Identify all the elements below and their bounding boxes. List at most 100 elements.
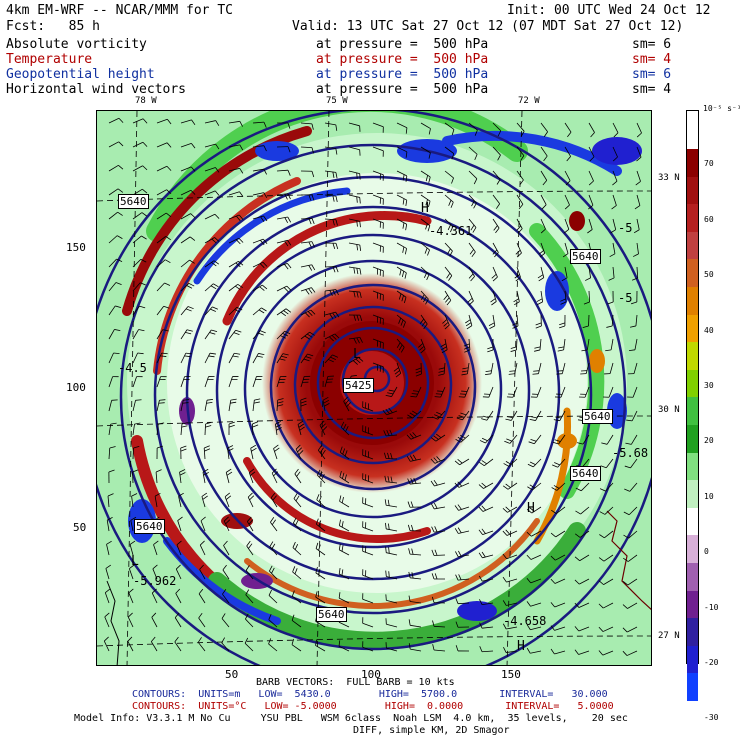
wind-barb-flag [531,416,538,419]
wind-barb-flag [287,193,291,200]
wind-barb-flag [458,574,462,580]
x-tick-100: 100 [361,668,381,681]
wind-barb-flag [479,440,486,444]
wind-barb-flag [478,552,483,559]
wind-barb-flag [202,468,209,473]
wind-barb [204,260,215,268]
wind-barb [386,623,398,628]
wind-barb-flag [457,458,463,464]
wind-barb [276,193,288,196]
wind-barb [420,290,429,300]
wind-barb-flag [210,285,217,290]
barb-info: BARB VECTORS: FULL BARB = 10 kts [256,677,455,688]
wind-barb-flag [285,308,292,313]
wind-barb-flag [280,335,286,339]
colorbar-swatch [687,424,698,453]
wind-barb-flag [520,131,525,137]
wind-barb-flag [514,301,520,306]
wind-barb [420,146,431,154]
wind-barb-flag [396,342,401,349]
wind-barb-flag [175,564,181,570]
wind-barb [204,167,216,172]
wind-barb [132,165,143,172]
wind-barb-flag [247,516,252,522]
wind-barb [462,410,470,421]
wind-barb-flag [271,468,277,474]
wind-barb-flag [385,570,387,577]
wind-barb-flag [258,309,265,314]
wind-barb-flag [105,564,112,569]
wind-barb [605,458,614,468]
wind-barb [324,289,336,292]
wind-barb-flag [316,494,320,500]
wind-barb-flag [611,205,617,210]
wind-barb-flag [479,646,483,652]
colorbar-swatch [687,590,698,619]
wind-barb [180,259,190,268]
wind-barb [554,626,566,631]
wind-barb-flag [260,216,265,222]
wind-barb [276,308,287,316]
wind-barb-flag [189,236,196,241]
wind-barb-flag [599,511,606,515]
wind-barb-flag [284,193,288,200]
wind-barb-flag [279,358,286,361]
wind-barb-flag [108,469,115,473]
wind-barb-flag [430,437,437,442]
wind-barb-flag [411,410,418,415]
low-mark: L [131,554,139,569]
wind-barb-flag [385,408,390,415]
wind-barb-flag [322,426,328,431]
wind-barb-flag [107,493,114,497]
wind-barb [362,598,374,604]
wind-barb [386,434,398,437]
wind-barb-flag [423,296,427,303]
wind-barb-flag [185,308,192,312]
wind-barb [300,376,305,388]
wind-barb-flag [262,238,268,245]
wind-barb-flag [251,447,257,452]
wind-barb [580,482,590,492]
wind-barb-flag [478,575,483,582]
wind-barb [252,330,261,340]
wind-barb [588,194,594,206]
coastline-east [606,510,651,610]
wind-barb-flag [127,636,133,642]
wind-barb [636,122,642,134]
wind-barb [443,362,446,374]
wind-barb-flag [458,415,465,418]
temp-label: -5 [618,291,633,305]
wind-barb [506,650,518,653]
wind-barb-flag [454,460,460,466]
wind-barb-flag [482,415,489,419]
wind-barb-flag [332,219,335,226]
wind-barb [626,650,638,656]
wind-barb [444,170,454,179]
wind-barb-flag [300,400,307,404]
wind-barb-flag [388,389,395,392]
wind-barb-flag [166,142,172,148]
wind-barb [468,146,478,155]
wind-barb-flag [481,528,486,534]
wind-barb-flag [305,289,310,295]
wind-barb-flag [213,260,220,265]
wind-barb-flag [449,250,453,257]
wind-barb [530,626,542,631]
wind-barb [420,194,431,202]
wind-barb-flag [117,188,124,193]
wind-barb [228,214,240,220]
wind-barb [362,526,374,532]
wind-barb [612,242,616,254]
wind-barb-flag [455,597,459,604]
wind-barb-flag [454,482,460,488]
wind-barb [108,376,113,388]
wind-barb [132,376,137,388]
wind-barb-flag [497,154,501,161]
wind-barb-flag [402,174,405,181]
wind-barb-flag [427,225,431,232]
wind-barb-flag [239,144,244,151]
wind-barb-flag [400,347,405,353]
contour-info-temp: CONTOURS: UNITS=°C LOW= -5.0000 HIGH= 0.… [132,701,614,712]
colorbar-unit: 10⁻⁵ s⁻¹ [703,104,740,113]
wind-barb [492,218,500,229]
